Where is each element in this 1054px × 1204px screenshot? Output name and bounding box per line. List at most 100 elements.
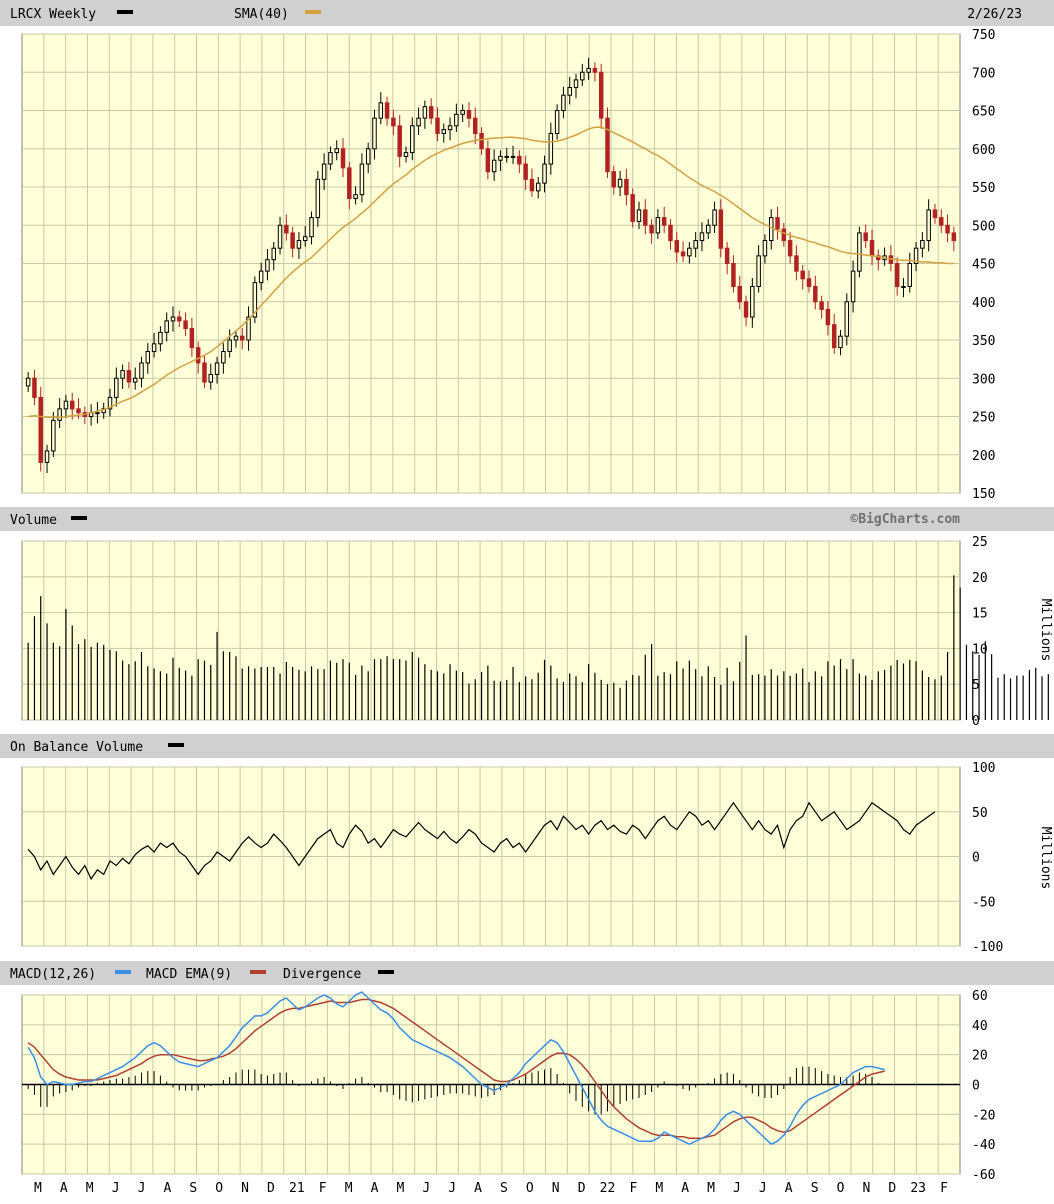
price-ytick-label: 150 — [972, 487, 995, 502]
price-candle-body — [693, 240, 698, 249]
divergence-legend-swatch — [378, 970, 394, 974]
price-candle-body — [265, 259, 270, 272]
price-candle-body — [548, 132, 554, 165]
price-candle-body — [479, 132, 484, 150]
volume-title: Volume — [10, 513, 57, 528]
price-candle-body — [781, 228, 787, 242]
price-candle-body — [624, 178, 629, 196]
price-candle-body — [844, 301, 850, 337]
sma-line — [28, 126, 954, 419]
price-plot: 150 200 250 300 350 400 450 500 550 600 650 700 750 — [21, 28, 995, 502]
price-candle-body — [580, 71, 585, 81]
price-candle-body — [894, 263, 900, 287]
obv-ytick-label: -50 — [972, 895, 995, 910]
price-candle-body — [592, 67, 598, 73]
obv-ytick-label: 100 — [972, 761, 995, 776]
price-candle-body — [523, 163, 528, 180]
price-candle-body — [258, 270, 264, 284]
price-candle-body — [63, 400, 69, 410]
volume-ytick-label: 15 — [972, 607, 988, 622]
x-tick-label: S — [189, 1181, 197, 1196]
price-ytick-label: 450 — [972, 258, 995, 273]
price-candle-body — [120, 370, 125, 379]
x-tick-label: M — [34, 1181, 42, 1196]
obv-title: On Balance Volume — [10, 740, 143, 755]
volume-ytick-label: 25 — [972, 535, 988, 550]
price-candle-body — [309, 217, 314, 238]
price-candle-body — [857, 232, 862, 272]
price-candle-body — [391, 117, 396, 127]
watermark: ©BigCharts.com — [850, 512, 960, 527]
price-candle-body — [164, 320, 169, 333]
price-candle-body — [441, 129, 447, 134]
price-candle-body — [114, 377, 119, 398]
obv-plot: -100 -50 0 50 100 — [21, 761, 1003, 955]
price-candle-body — [240, 335, 245, 341]
price-candle-body — [529, 178, 535, 192]
price-candle-body — [145, 350, 151, 364]
macd-plot: -60 -40 -20 0 20 40 60 — [21, 989, 995, 1183]
x-tick-label: M — [86, 1181, 94, 1196]
price-candle-body — [901, 285, 906, 288]
price-ytick-label: 350 — [972, 334, 995, 349]
price-candle-body — [945, 224, 950, 234]
price-candle-body — [277, 224, 283, 249]
price-candle-body — [737, 285, 742, 303]
price-candle-body — [535, 182, 541, 192]
volume-plot-area — [21, 540, 961, 721]
date-label: 2/26/23 — [967, 7, 1022, 22]
price-candle-body — [819, 301, 824, 310]
price-candle-body — [687, 247, 692, 257]
price-candle-body — [762, 240, 768, 257]
macd-ytick-label: 40 — [972, 1019, 988, 1034]
x-tick-label: J — [112, 1181, 120, 1196]
price-candle-body — [863, 232, 868, 242]
price-candle-body — [630, 194, 635, 222]
price-candle-body — [284, 224, 289, 234]
obv-unit-label: Millions — [1038, 827, 1053, 890]
x-tick-label: J — [448, 1181, 456, 1196]
x-tick-label: S — [500, 1181, 508, 1196]
price-ytick-label: 750 — [972, 28, 995, 43]
obv-ytick-label: 0 — [972, 851, 980, 866]
price-candle-body — [932, 209, 938, 219]
price-candle-body — [315, 178, 321, 219]
price-ytick-label: 200 — [972, 449, 995, 464]
price-candle-body — [907, 263, 913, 287]
macd-legend-swatch — [115, 970, 131, 974]
price-candle-body — [328, 152, 333, 165]
price-candle-body — [302, 236, 308, 242]
price-candle-body — [246, 316, 251, 341]
price-candle-body — [252, 282, 258, 318]
price-candle-body — [195, 347, 201, 364]
x-tick-label: A — [474, 1181, 482, 1196]
price-candle-body — [706, 224, 711, 234]
obv-ytick-label: 50 — [972, 806, 988, 821]
price-candle-body — [460, 110, 465, 115]
price-candle-body — [939, 217, 944, 226]
price-candle-body — [926, 209, 931, 242]
price-ytick-label: 600 — [972, 143, 995, 158]
macd-ytick-label: 0 — [972, 1079, 980, 1094]
price-candle-body — [611, 171, 617, 188]
x-tick-label: O — [526, 1181, 534, 1196]
price-candle-body — [649, 224, 654, 234]
price-candle-body — [321, 163, 327, 180]
macd-ytick-label: 20 — [972, 1049, 988, 1064]
x-tick-label: A — [371, 1181, 379, 1196]
volume-legend-swatch — [71, 516, 87, 520]
obv-header-bar — [0, 734, 1054, 758]
price-ytick-label: 300 — [972, 372, 995, 387]
macd-ytick-label: -40 — [972, 1138, 995, 1153]
obv-ytick-label: -100 — [972, 940, 1003, 955]
price-candle-body — [661, 217, 667, 226]
volume-ytick-label: 5 — [972, 678, 980, 693]
price-candle-body — [869, 240, 875, 257]
price-candle-body — [416, 117, 421, 127]
price-candle-body — [617, 178, 623, 188]
price-candle-body — [334, 148, 339, 154]
price-candle-body — [340, 148, 346, 169]
price-candle-body — [372, 117, 377, 150]
price-candle-body — [410, 125, 415, 154]
x-axis: M A M J J A S O N D 21 F M A M J J A S O N D 22 F M A M J J A S O N D 23 F — [34, 1181, 948, 1196]
